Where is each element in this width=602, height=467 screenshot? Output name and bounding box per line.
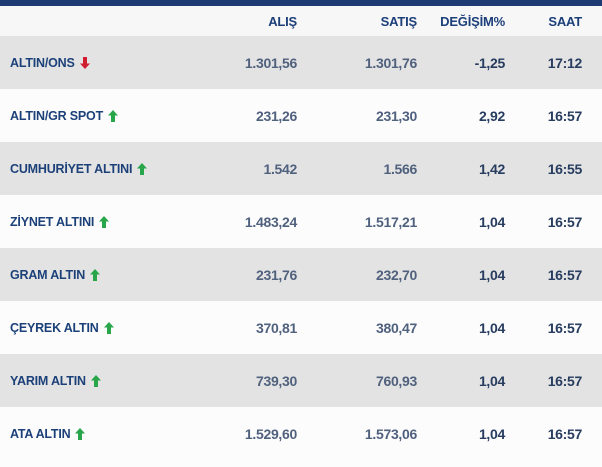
change-percent: 1,04 — [478, 266, 505, 283]
change-percent: 1,04 — [478, 372, 505, 389]
sell-price: 232,70 — [375, 266, 417, 283]
table-row[interactable]: ATA ALTIN 1.529,60 1.573,06 1,04 16:57 — [0, 407, 602, 460]
instrument-label[interactable]: ATA ALTIN — [10, 427, 177, 441]
table-row[interactable]: ZİYNET ALTINI 1.483,24 1.517,21 1,04 16:57 — [0, 195, 602, 248]
header-degisim: DEĞİŞİM% — [440, 13, 505, 29]
instrument-name: ALTIN/GR SPOT — [10, 108, 103, 123]
buy-price: 231,26 — [255, 107, 297, 124]
up-arrow-icon — [99, 215, 110, 228]
update-time: 16:57 — [547, 319, 583, 336]
table-row[interactable]: CUMHURİYET ALTINI 1.542 1.566 1,42 16:55 — [0, 142, 602, 195]
change-percent: 1,04 — [478, 319, 505, 336]
update-time: 16:57 — [547, 425, 583, 442]
up-arrow-icon — [137, 162, 148, 175]
update-time: 16:57 — [547, 266, 583, 283]
instrument-name: YARIM ALTIN — [10, 373, 86, 388]
change-percent: 1,04 — [478, 213, 505, 230]
table-row[interactable]: ALTIN/ONS 1.301,56 1.301,76 -1,25 17:12 — [0, 36, 602, 89]
sell-price: 1.517,21 — [364, 213, 417, 230]
change-percent: 1,04 — [478, 425, 505, 442]
table-row[interactable]: ALTIN/GR SPOT 231,26 231,30 2,92 16:57 — [0, 89, 602, 142]
instrument-label[interactable]: ALTIN/ONS — [10, 56, 177, 70]
instrument-label[interactable]: GRAM ALTIN — [10, 268, 177, 282]
update-time: 17:12 — [547, 54, 583, 71]
sell-price: 1.301,76 — [364, 54, 417, 71]
up-arrow-icon — [90, 374, 101, 387]
sell-price: 231,30 — [375, 107, 417, 124]
header-saat: SAAT — [548, 13, 582, 29]
instrument-name: GRAM ALTIN — [10, 267, 86, 282]
buy-price: 231,76 — [255, 266, 297, 283]
update-time: 16:57 — [547, 213, 583, 230]
instrument-label[interactable]: ZİYNET ALTINI — [10, 215, 177, 229]
update-time: 16:57 — [547, 372, 583, 389]
instrument-label[interactable]: YARIM ALTIN — [10, 374, 177, 388]
change-percent: -1,25 — [474, 54, 506, 71]
instrument-name: ALTIN/ONS — [10, 55, 75, 70]
table-header-row: ALIŞ SATIŞ DEĞİŞİM% SAAT — [0, 6, 602, 36]
up-arrow-icon — [108, 109, 118, 122]
sell-price: 760,93 — [375, 372, 417, 389]
buy-price: 370,81 — [255, 319, 297, 336]
up-arrow-icon — [75, 427, 86, 440]
sell-price: 1.573,06 — [364, 425, 417, 442]
buy-price: 1.483,24 — [244, 213, 297, 230]
down-arrow-icon — [79, 56, 90, 69]
update-time: 16:57 — [547, 107, 583, 124]
buy-price: 739,30 — [255, 372, 297, 389]
sell-price: 1.566 — [383, 160, 417, 177]
buy-price: 1.301,56 — [244, 54, 297, 71]
table-row[interactable]: YARIM ALTIN 739,30 760,93 1,04 16:57 — [0, 354, 602, 407]
instrument-label[interactable]: CUMHURİYET ALTINI — [10, 162, 177, 176]
buy-price: 1.529,60 — [244, 425, 297, 442]
change-percent: 2,92 — [478, 107, 505, 124]
instrument-name: ZİYNET ALTINI — [10, 214, 95, 229]
change-percent: 1,42 — [478, 160, 505, 177]
table-row[interactable]: ÇEYREK ALTIN 370,81 380,47 1,04 16:57 — [0, 301, 602, 354]
table-row[interactable]: GRAM ALTIN 231,76 232,70 1,04 16:57 — [0, 248, 602, 301]
header-satis: SATIŞ — [380, 13, 418, 29]
instrument-name: CUMHURİYET ALTINI — [10, 161, 133, 176]
price-table-body: ALTIN/ONS 1.301,56 1.301,76 -1,25 17:12 ALTIN… — [0, 36, 602, 460]
top-border-bar — [0, 0, 602, 6]
update-time: 16:55 — [547, 160, 583, 177]
up-arrow-icon — [103, 321, 114, 334]
instrument-name: ÇEYREK ALTIN — [10, 320, 99, 335]
header-alis: ALIŞ — [268, 13, 297, 29]
instrument-name: ATA ALTIN — [10, 426, 71, 441]
buy-price: 1.542 — [263, 160, 297, 177]
instrument-label[interactable]: ALTIN/GR SPOT — [10, 109, 177, 123]
up-arrow-icon — [90, 268, 101, 281]
instrument-label[interactable]: ÇEYREK ALTIN — [10, 321, 177, 335]
sell-price: 380,47 — [375, 319, 417, 336]
